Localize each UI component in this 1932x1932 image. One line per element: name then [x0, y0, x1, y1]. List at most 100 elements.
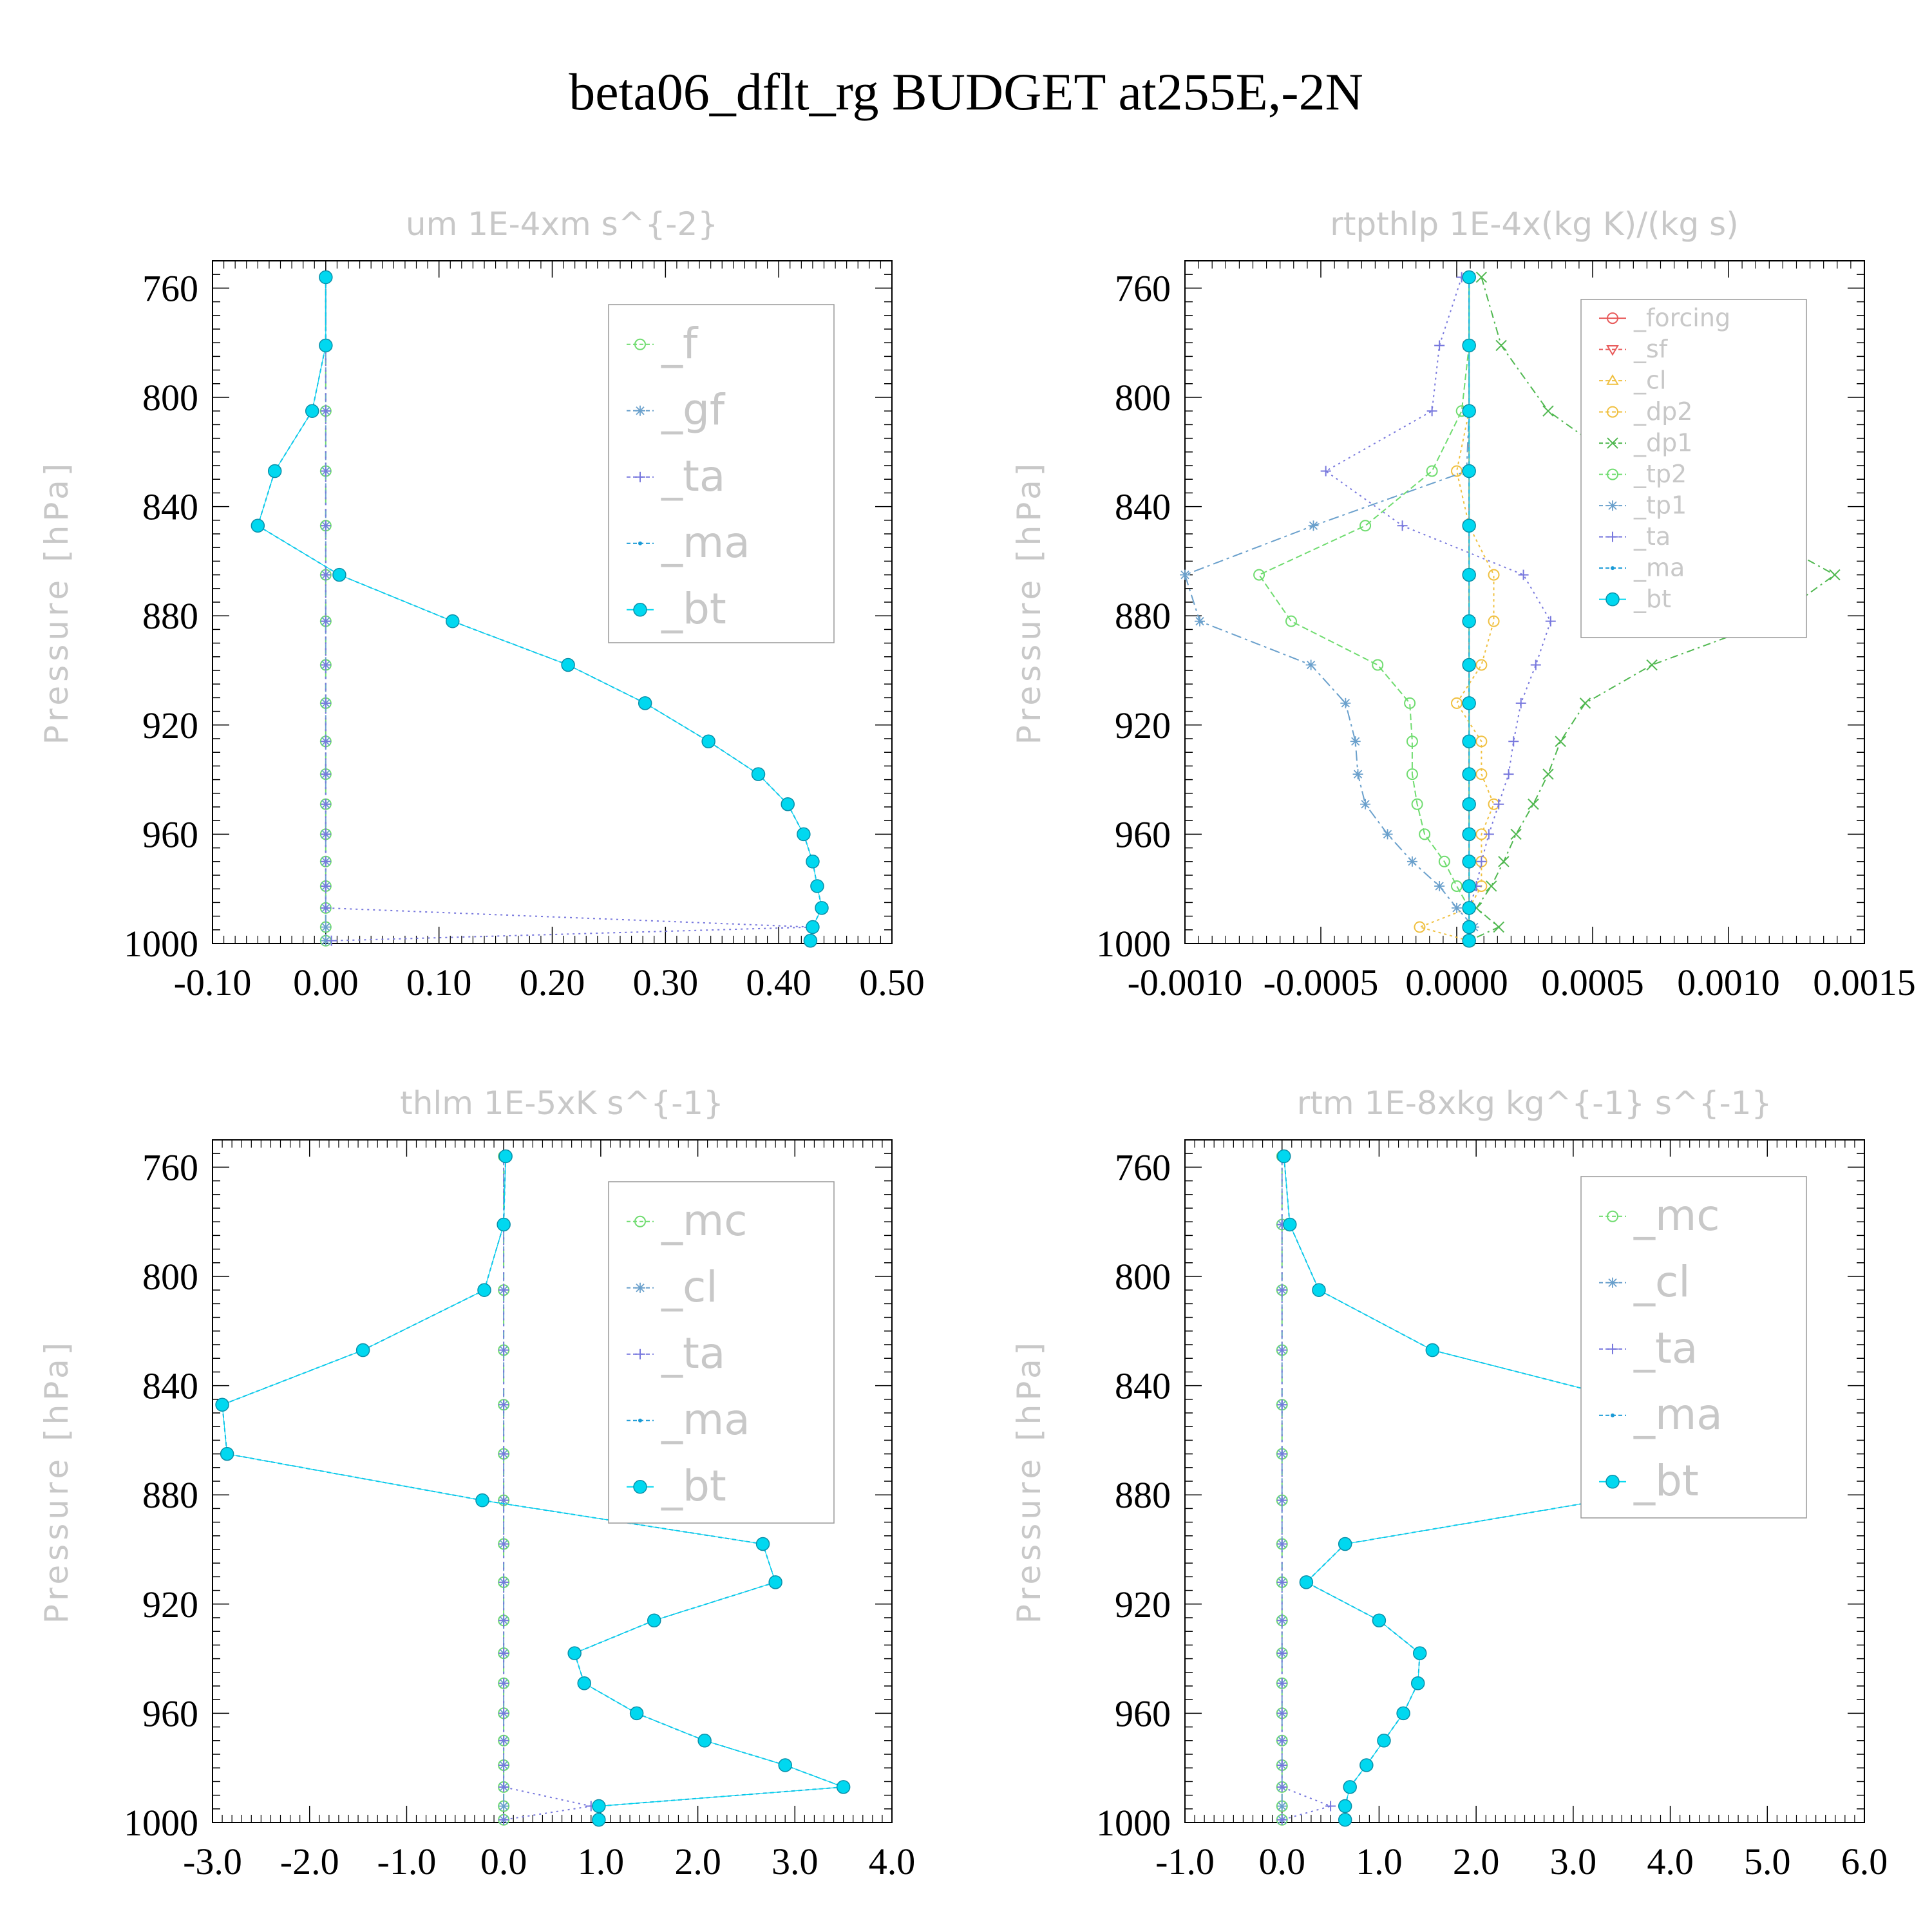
- x-tick-label: 0.40: [746, 961, 811, 1003]
- y-tick-label: 760: [142, 267, 198, 309]
- data-point: [1352, 769, 1363, 780]
- data-point: [1299, 1575, 1314, 1589]
- data-point: [1451, 697, 1463, 709]
- series-ta: [498, 1151, 596, 1825]
- data-point: [815, 901, 829, 915]
- legend-box: [1580, 299, 1807, 638]
- data-point: [1495, 339, 1507, 352]
- data-point: [320, 616, 331, 627]
- series-tp2: [1253, 271, 1475, 947]
- data-point: [1276, 1648, 1287, 1659]
- legend-entry: _ta: [661, 1329, 725, 1378]
- legend-entry: _cl: [1633, 366, 1666, 394]
- data-point: [1276, 1577, 1287, 1587]
- legend-swatch-marker: [1605, 1475, 1620, 1489]
- legend-swatch-marker: [1607, 437, 1618, 449]
- data-point: [751, 767, 766, 781]
- data-point: [778, 1758, 792, 1772]
- data-point: [1404, 697, 1416, 709]
- data-point: [1397, 520, 1408, 531]
- data-point: [1338, 1799, 1352, 1814]
- data-point: [320, 466, 331, 477]
- data-point: [1528, 799, 1539, 810]
- x-tick-label: -1.0: [377, 1841, 437, 1882]
- data-point: [1305, 659, 1316, 670]
- data-point: [1406, 735, 1418, 748]
- legend-box: [608, 1181, 835, 1524]
- data-point: [638, 696, 652, 710]
- legend-swatch-marker: [638, 541, 642, 545]
- data-point: [498, 1814, 509, 1825]
- chart-panel-3: thlm 1E-5xK s^{-1} Pressure [hPa] 760 800 84…: [38, 1084, 915, 1882]
- data-point: [1359, 1758, 1374, 1772]
- data-point: [1462, 920, 1476, 934]
- data-point: [1462, 270, 1476, 285]
- series-line: [503, 1156, 592, 1821]
- legend-entry: _mc: [661, 1196, 748, 1245]
- data-point: [1396, 1706, 1410, 1721]
- data-point: [1308, 520, 1319, 531]
- y-tick-label: 760: [142, 1146, 198, 1188]
- data-point: [319, 270, 333, 285]
- series-tp1: [1180, 272, 1479, 946]
- data-point: [1411, 798, 1423, 810]
- data-point: [1542, 768, 1554, 780]
- data-point: [701, 734, 715, 748]
- data-point: [497, 1217, 511, 1232]
- data-point: [1462, 614, 1476, 629]
- legend-swatch-marker: [1605, 592, 1620, 607]
- data-point: [1426, 465, 1438, 477]
- panel-title: thlm 1E-5xK s^{-1}: [400, 1084, 724, 1122]
- data-point: [1325, 1801, 1336, 1812]
- data-point: [1476, 856, 1487, 867]
- y-tick-label: 1000: [124, 1802, 198, 1844]
- data-point: [446, 614, 460, 629]
- data-point: [1276, 1285, 1287, 1296]
- data-point: [1530, 659, 1541, 670]
- data-point: [1462, 827, 1476, 842]
- data-point: [355, 1343, 370, 1358]
- y-tick-label: 880: [142, 1474, 198, 1516]
- data-point: [1483, 829, 1494, 840]
- data-point: [1515, 697, 1526, 708]
- series-line: [1184, 277, 1475, 942]
- data-point: [498, 1345, 509, 1356]
- legend-entry: _mc: [1633, 1191, 1720, 1240]
- x-tick-label: 0.0005: [1541, 961, 1644, 1003]
- data-point: [1462, 934, 1476, 948]
- x-tick-label: 3.0: [1550, 1841, 1597, 1882]
- legend-entry: _tp1: [1633, 491, 1687, 519]
- legend-swatch-marker: [1607, 312, 1618, 325]
- legend-entry: _bt: [1633, 1456, 1699, 1506]
- legend-entry: _bt: [1633, 585, 1671, 613]
- data-point: [1419, 828, 1431, 840]
- legend-entry: _ma: [661, 1395, 750, 1444]
- y-tick-label: 920: [142, 1584, 198, 1625]
- legend-entry: _dp2: [1633, 397, 1692, 426]
- data-point: [320, 935, 331, 946]
- data-point: [1276, 1345, 1287, 1356]
- data-point: [1462, 404, 1476, 418]
- legend-swatch-marker: [635, 471, 645, 482]
- legend-box: [608, 304, 835, 643]
- data-point: [1462, 879, 1476, 893]
- data-point: [1545, 616, 1556, 627]
- data-point: [1359, 520, 1372, 532]
- data-point: [1414, 921, 1426, 933]
- legend-swatch-marker: [634, 338, 646, 350]
- data-point: [498, 1801, 509, 1812]
- data-point: [267, 464, 282, 478]
- data-point: [1542, 405, 1554, 417]
- data-point: [332, 567, 346, 582]
- data-point: [498, 1708, 509, 1719]
- y-tick-label: 960: [142, 813, 198, 855]
- x-tick-label: 0.20: [520, 961, 585, 1003]
- legend-swatch-marker: [1607, 1210, 1618, 1222]
- data-point: [1195, 616, 1206, 627]
- data-point: [1462, 855, 1476, 869]
- chart-panel-4: rtm 1E-8xkg kg^{-1} s^{-1} Pressure [hPa]…: [1010, 1084, 1888, 1882]
- legend: _f _gf _ta _ma _bt: [608, 304, 835, 643]
- y-tick-label: 960: [142, 1692, 198, 1734]
- data-point: [1283, 1217, 1297, 1232]
- data-point: [1320, 466, 1331, 477]
